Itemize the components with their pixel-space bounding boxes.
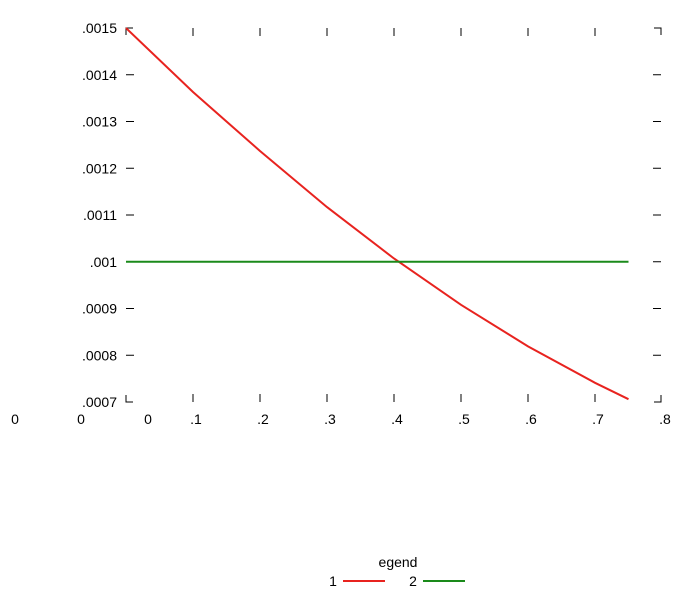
x-tick-label: .8 — [659, 411, 671, 427]
x-tick-label: .1 — [190, 411, 202, 427]
x-tick-label: .7 — [592, 411, 604, 427]
y-tick-label: .0011 — [83, 207, 117, 223]
x-tick-label: 0 — [144, 411, 152, 427]
x-tick-label: .4 — [391, 411, 403, 427]
y-tick-label: .0007 — [82, 394, 117, 410]
x-tick-label: .6 — [525, 411, 537, 427]
legend-label: 2 — [409, 573, 417, 589]
y-tick-label: .0015 — [82, 20, 117, 36]
legend-title: egend — [379, 554, 418, 570]
y-tick-label: .0014 — [82, 67, 117, 83]
y-tick-label: .001 — [90, 254, 117, 270]
frame-corner-top-right — [654, 27, 662, 35]
legend-label: 1 — [329, 573, 337, 589]
frame-corner-bottom-right — [654, 395, 662, 403]
y-tick-label: .0009 — [82, 301, 117, 317]
x-tick-label: .5 — [458, 411, 470, 427]
y-tick-label: .0012 — [82, 160, 117, 176]
x-extra-label: 0 — [77, 411, 85, 427]
x-extra-label: 0 — [11, 411, 19, 427]
y-tick-label: .0008 — [82, 347, 117, 363]
series-line-1 — [125, 27, 629, 401]
x-tick-label: .2 — [257, 411, 269, 427]
frame-corner-bottom-left — [125, 395, 133, 403]
y-tick-label: .0013 — [82, 114, 117, 130]
x-tick-label: .3 — [324, 411, 336, 427]
